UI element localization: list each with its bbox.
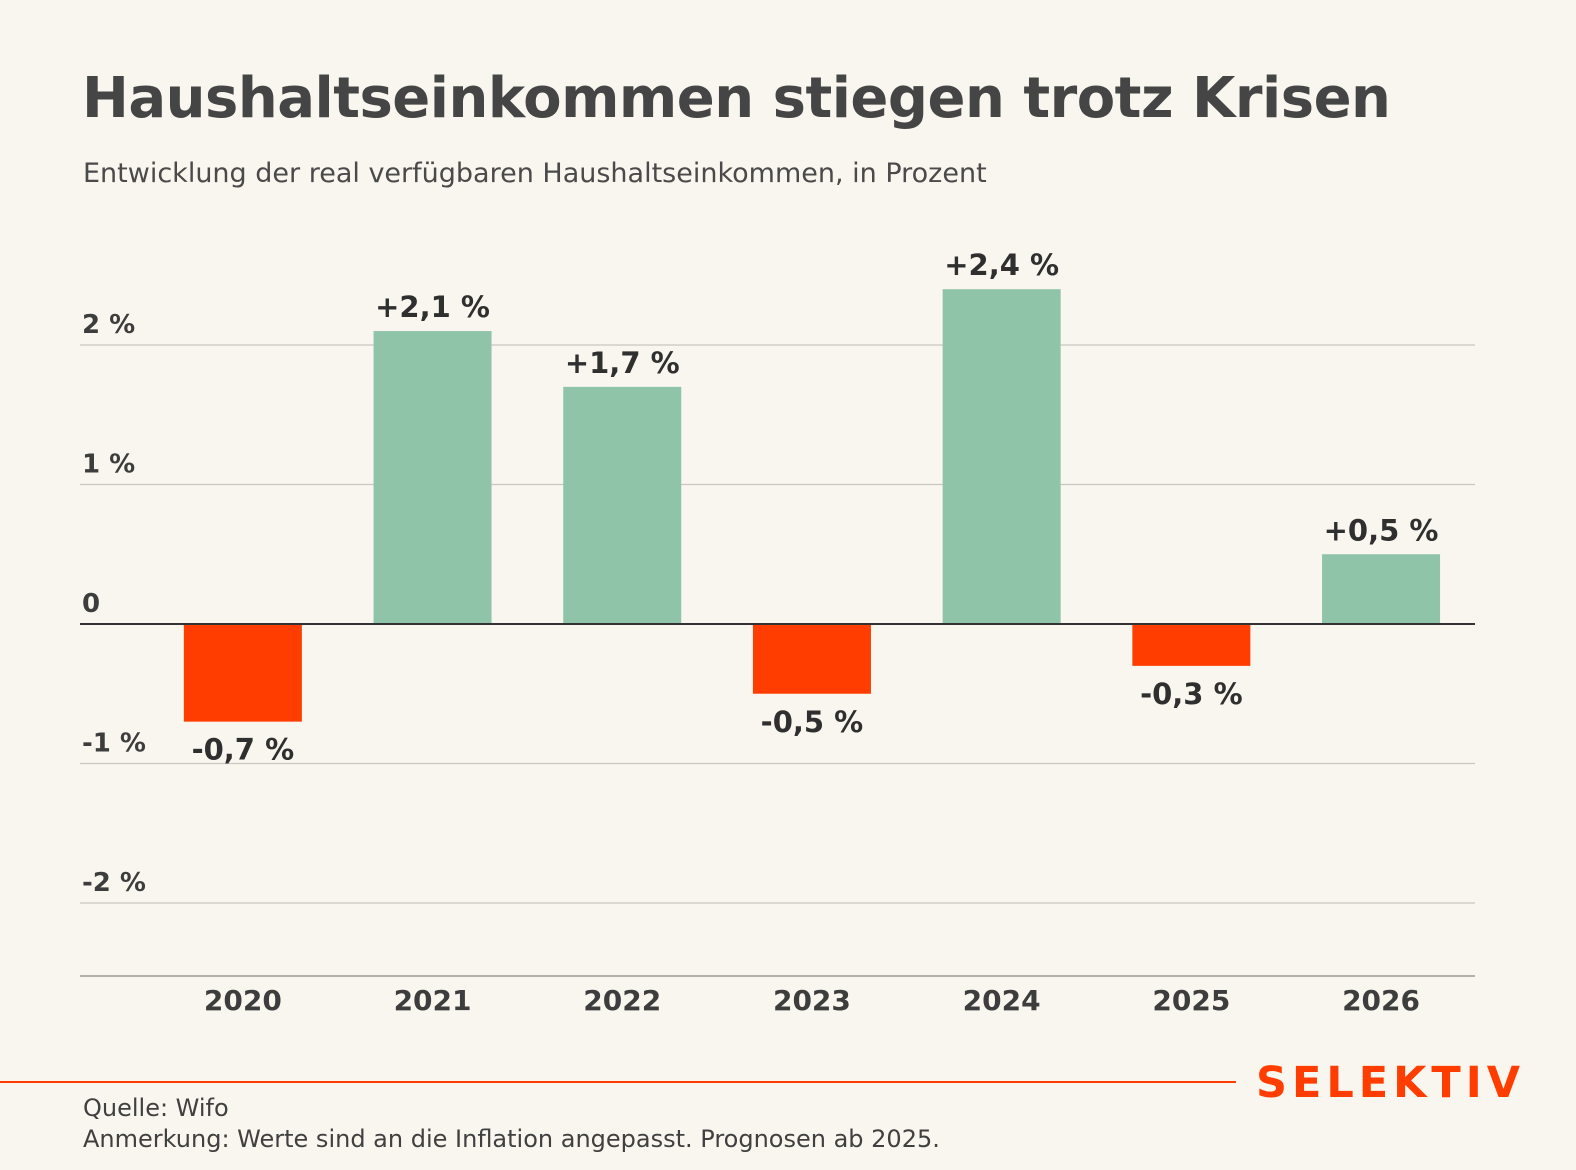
bar [1322, 554, 1441, 624]
data-label: -0,5 % [761, 705, 864, 739]
y-tick-label: 0 [82, 589, 100, 619]
data-label: -0,7 % [192, 733, 295, 767]
bar [563, 386, 682, 624]
footer-divider [0, 1081, 1236, 1083]
bar [373, 331, 492, 624]
x-tick-label: 2024 [963, 984, 1041, 1017]
bar [942, 289, 1061, 624]
x-tick-label: 2023 [773, 984, 851, 1017]
chart-subtitle: Entwicklung der real verfügbaren Haushal… [83, 158, 987, 189]
bar-chart: 2 % 1 % 0 -1 % -2 % -0,7 % 2020 +2,1 % 2021 +1,7 … [80, 248, 1475, 1017]
y-tick-label: -2 % [82, 868, 146, 898]
bar [1132, 624, 1251, 666]
data-label: +1,7 % [565, 346, 680, 380]
bar [752, 624, 871, 694]
x-tick-label: 2021 [394, 984, 472, 1017]
bar [183, 624, 302, 722]
x-tick-label: 2022 [583, 984, 661, 1017]
y-tick-label: 1 % [82, 450, 135, 480]
y-tick-label: 2 % [82, 310, 135, 340]
x-tick-label: 2020 [204, 984, 282, 1017]
data-label: +0,5 % [1324, 513, 1439, 547]
footnote: Anmerkung: Werte sind an die Inflation a… [83, 1125, 940, 1153]
source-note: Quelle: Wifo [83, 1094, 229, 1122]
chart-title: Haushaltseinkommen stiegen trotz Krisen [82, 66, 1391, 131]
x-tick-label: 2025 [1152, 984, 1230, 1017]
x-tick-label: 2026 [1342, 984, 1420, 1017]
brand-logo: SELEKTIV [1256, 1058, 1526, 1108]
data-label: -0,3 % [1140, 677, 1243, 711]
y-tick-label: -1 % [82, 729, 146, 759]
data-label: +2,1 % [375, 290, 490, 324]
data-label: +2,4 % [944, 248, 1059, 282]
